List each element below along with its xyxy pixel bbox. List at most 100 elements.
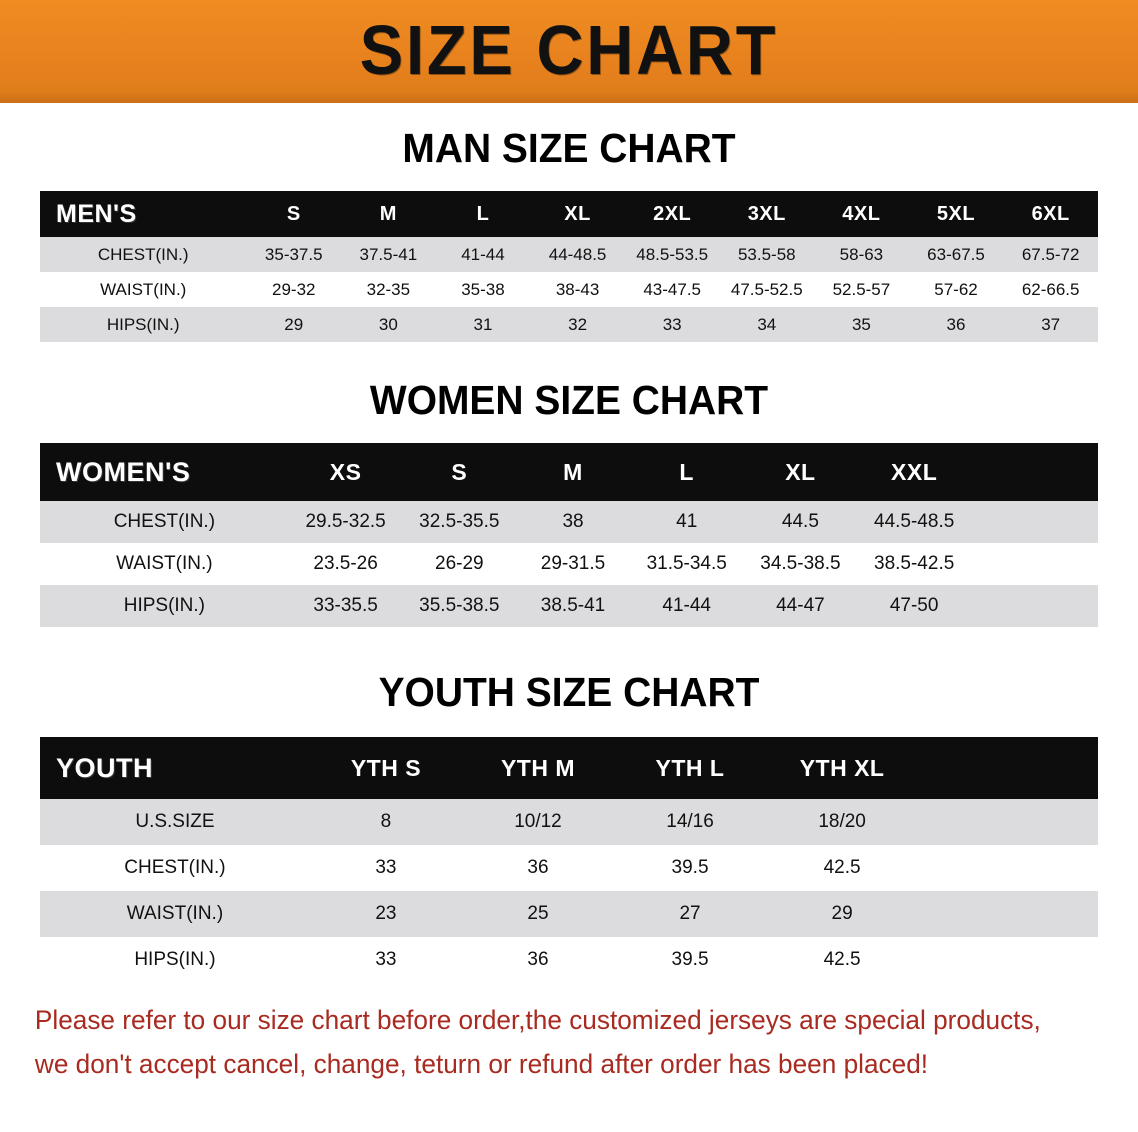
women-chest-xs: 29.5-32.5 [305,511,386,532]
page-banner: SIZE CHART [0,0,1138,103]
women-chest-xl: 44.5 [781,511,819,532]
table-row: HIPS(IN.) 29 30 31 32 33 34 35 36 37 [40,307,1098,342]
youth-table-header: YOUTH YTH S YTH M YTH L YTH XL [40,737,1098,799]
women-header-pad [971,443,1098,501]
women-size-header-xs: XS [329,458,362,485]
youth-size-header-l: YTH L [655,754,725,781]
man-waist-4xl: 52.5-57 [832,279,891,299]
man-hips-m: 30 [378,314,398,334]
man-table-body: CHEST(IN.) 35-37.5 37.5-41 41-44 44-48.5… [40,237,1098,342]
man-hips-s: 29 [284,314,304,334]
man-hips-6xl: 37 [1041,314,1061,334]
man-table-header: MEN'S S M L XL 2XL 3XL 4XL 5XL 6XL [40,191,1098,237]
table-row: CHEST(IN.) 29.5-32.5 32.5-35.5 38 41 44.… [40,501,1098,543]
man-size-header-4xl: 4XL [842,202,881,225]
youth-row-label-ussize: U.S.SIZE [135,811,215,832]
women-size-header-m: M [563,458,583,485]
women-chest-s: 32.5-35.5 [419,511,500,532]
table-row: U.S.SIZE 8 10/12 14/16 18/20 [40,799,1098,845]
man-row-label-hips: HIPS(IN.) [106,314,180,334]
youth-size-chart-block: YOUTH YTH S YTH M YTH L YTH XL U.S.SIZE … [0,737,1138,983]
spacer-after-women-table [0,627,1138,669]
man-size-chart-block: MEN'S S M L XL 2XL 3XL 4XL 5XL 6XL CHEST… [0,191,1138,342]
women-waist-s: 26-29 [435,553,484,574]
women-hips-xxl: 47-50 [889,595,939,616]
man-hips-4xl: 35 [851,314,871,334]
women-size-header-l: L [679,458,694,485]
man-size-header-l: L [476,202,490,225]
youth-hips-s: 33 [375,949,397,970]
man-chest-xl: 44-48.5 [548,244,607,264]
youth-ussize-s: 8 [380,811,392,832]
youth-waist-pad [918,891,1098,937]
youth-header-row: YOUTH YTH S YTH M YTH L YTH XL [40,737,1098,799]
women-hips-m: 38.5-41 [540,595,606,616]
women-header-row: WOMEN'S XS S M L XL XXL [40,443,1098,501]
women-waist-xxl: 38.5-42.5 [874,553,955,574]
women-size-chart-block: WOMEN'S XS S M L XL XXL CHEST(IN.) 29.5-… [0,443,1138,627]
youth-table-body: U.S.SIZE 8 10/12 14/16 18/20 CHEST(IN.) … [40,799,1098,983]
women-category-header: WOMEN'S [56,456,191,487]
man-size-header-m: M [379,202,397,225]
spacer-after-man-table [0,342,1138,377]
spacer-after-youth-table [0,983,1138,999]
man-chest-4xl: 58-63 [839,244,884,264]
man-chest-m: 37.5-41 [359,244,418,264]
man-size-header-5xl: 5XL [936,202,976,225]
page-title: SIZE CHART [359,10,779,89]
women-hips-pad [971,585,1098,627]
man-size-header-3xl: 3XL [747,202,786,225]
youth-size-header-xl: YTH XL [799,754,885,781]
man-chest-2xl: 48.5-53.5 [636,244,709,264]
youth-chest-xl: 42.5 [823,857,861,878]
table-row: HIPS(IN.) 33 36 39.5 42.5 [40,937,1098,983]
table-row: CHEST(IN.) 35-37.5 37.5-41 41-44 44-48.5… [40,237,1098,272]
man-chest-3xl: 53.5-58 [737,244,796,264]
youth-chest-pad [918,845,1098,891]
man-chest-s: 35-37.5 [264,244,323,264]
man-size-table: MEN'S S M L XL 2XL 3XL 4XL 5XL 6XL CHEST… [40,191,1098,342]
youth-size-header-s: YTH S [350,754,422,781]
man-size-header-s: S [286,202,301,225]
women-waist-l: 31.5-34.5 [646,553,727,574]
women-size-header-s: S [451,458,468,485]
disclaimer-line-1: Please refer to our size chart before or… [34,1005,1041,1035]
youth-size-header-m: YTH M [500,754,575,781]
youth-chest-l: 39.5 [671,857,709,878]
youth-waist-m: 25 [527,903,549,924]
women-waist-xl: 34.5-38.5 [760,553,841,574]
man-hips-xl: 32 [568,314,588,334]
man-row-label-chest: CHEST(IN.) [97,244,189,264]
youth-category-header: YOUTH [56,752,153,783]
table-row: WAIST(IN.) 23 25 27 29 [40,891,1098,937]
youth-header-pad [918,737,1098,799]
youth-row-label-chest: CHEST(IN.) [124,857,226,878]
table-row: CHEST(IN.) 33 36 39.5 42.5 [40,845,1098,891]
man-waist-m: 32-35 [366,279,411,299]
man-row-label-waist: WAIST(IN.) [100,279,187,299]
women-row-label-waist: WAIST(IN.) [116,553,213,574]
women-size-header-xl: XL [785,458,816,485]
women-hips-l: 41-44 [662,595,712,616]
man-section-title: MAN SIZE CHART [402,125,736,171]
man-waist-6xl: 62-66.5 [1021,279,1080,299]
youth-waist-l: 27 [679,903,701,924]
youth-chest-m: 36 [527,857,549,878]
women-waist-pad [971,543,1098,585]
man-hips-l: 31 [473,314,493,334]
youth-section-title: YOUTH SIZE CHART [378,669,760,715]
youth-hips-m: 36 [527,949,549,970]
women-chest-m: 38 [562,511,584,532]
youth-size-table: YOUTH YTH S YTH M YTH L YTH XL U.S.SIZE … [40,737,1098,983]
man-chest-5xl: 63-67.5 [927,244,985,264]
table-row: HIPS(IN.) 33-35.5 35.5-38.5 38.5-41 41-4… [40,585,1098,627]
women-table-body: CHEST(IN.) 29.5-32.5 32.5-35.5 38 41 44.… [40,501,1098,627]
man-size-header-xl: XL [564,202,591,225]
youth-ussize-pad [918,799,1098,845]
man-header-row: MEN'S S M L XL 2XL 3XL 4XL 5XL 6XL [40,191,1098,237]
youth-hips-l: 39.5 [671,949,709,970]
man-waist-l: 35-38 [461,279,505,299]
women-size-header-xxl: XXL [891,458,938,485]
man-hips-2xl: 33 [662,314,682,334]
youth-hips-xl: 42.5 [823,949,861,970]
